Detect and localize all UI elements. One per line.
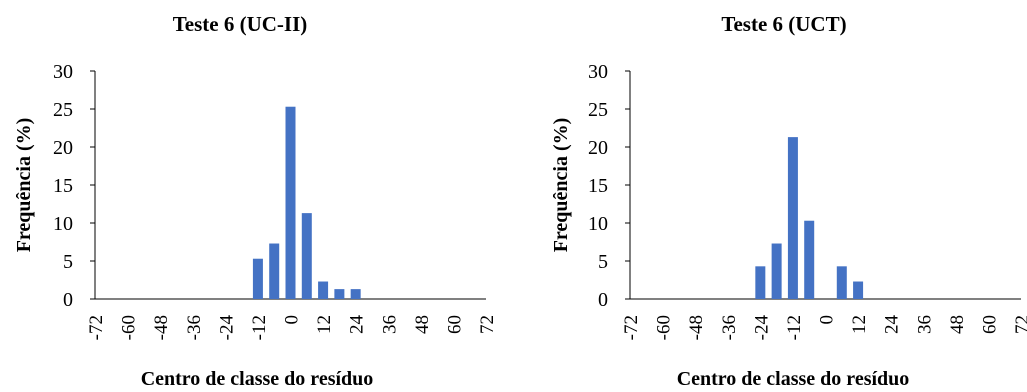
x-tick-label: -24 (751, 315, 772, 341)
x-tick-label: -12 (249, 315, 270, 340)
x-tick-label: -60 (119, 315, 140, 340)
x-tick-label: 72 (477, 315, 498, 334)
bar (334, 289, 345, 299)
x-axis-title: Centro de classe do resíduo (677, 368, 910, 390)
x-tick-label: 48 (412, 315, 433, 334)
x-tick-label: 12 (314, 315, 335, 334)
y-tick-label: 25 (588, 99, 608, 121)
x-tick-label: 60 (979, 315, 1000, 334)
bar (853, 281, 864, 299)
y-axis-title: Frequência (%) (550, 118, 572, 253)
chart-uct: Teste 6 (UCT) 0 5 10 15 20 25 30 -72 -60 -48 -36 -24… (550, 12, 1027, 390)
y-tick-label: 0 (63, 289, 73, 311)
x-tick-label: 48 (947, 315, 968, 334)
bar (269, 243, 280, 299)
x-tick-label: 12 (849, 315, 870, 334)
bar (755, 266, 766, 299)
y-tick-label: 15 (53, 175, 73, 197)
x-tick-label: -36 (719, 315, 740, 340)
y-tick-label: 10 (53, 213, 73, 235)
y-tick-label: 20 (588, 137, 608, 159)
x-tick-label: -48 (686, 315, 707, 340)
x-tick-label: -36 (184, 315, 205, 340)
bar (787, 137, 798, 299)
chart-title: Teste 6 (UCT) (721, 12, 846, 36)
x-tick-label: -60 (654, 315, 675, 340)
y-tick-label: 0 (598, 289, 608, 311)
x-tick-label: -24 (216, 315, 237, 341)
x-tick-label: -72 (621, 315, 642, 340)
x-tick-label: -72 (86, 315, 107, 340)
x-tick-label: 0 (282, 315, 303, 325)
x-tick-label: 60 (444, 315, 465, 334)
bar (804, 220, 815, 299)
bar (836, 266, 847, 299)
bar (318, 281, 329, 299)
y-tick-label: 10 (588, 213, 608, 235)
chart-title: Teste 6 (UC-II) (173, 12, 308, 36)
x-tick-label: 36 (914, 315, 935, 334)
x-tick-label: -48 (151, 315, 172, 340)
x-tick-label: 24 (882, 315, 903, 335)
bar (771, 243, 782, 299)
x-tick-label: 24 (347, 315, 368, 335)
x-tick-label: -12 (784, 315, 805, 340)
y-tick-label: 20 (53, 137, 73, 159)
y-tick-label: 5 (63, 251, 73, 273)
bar (252, 258, 263, 299)
x-tick-label: 36 (379, 315, 400, 334)
y-tick-label: 15 (588, 175, 608, 197)
x-tick-label: 0 (817, 315, 838, 325)
bar (301, 213, 312, 299)
y-tick-label: 30 (53, 61, 73, 83)
x-axis-title: Centro de classe do resíduo (141, 368, 374, 390)
y-axis-title: Frequência (%) (13, 118, 35, 253)
y-tick-label: 30 (588, 61, 608, 83)
y-tick-label: 25 (53, 99, 73, 121)
y-tick-label: 5 (598, 251, 608, 273)
x-tick-label: 72 (1012, 315, 1027, 334)
bar (350, 289, 361, 299)
bar (285, 106, 296, 299)
